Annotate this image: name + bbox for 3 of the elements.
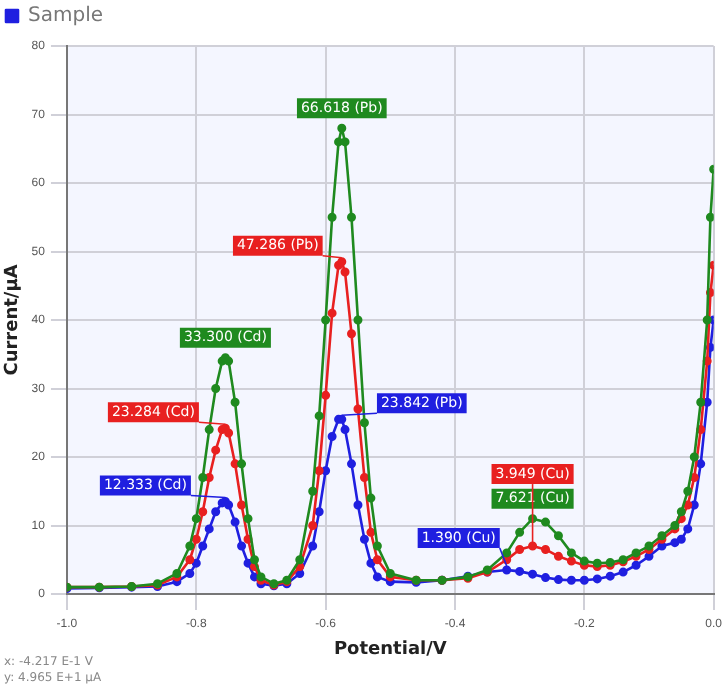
- legend-label: Sample: [28, 5, 103, 28]
- y-axis-title: Current/μA: [3, 264, 24, 376]
- x-axis-title: Potential/V: [333, 639, 447, 660]
